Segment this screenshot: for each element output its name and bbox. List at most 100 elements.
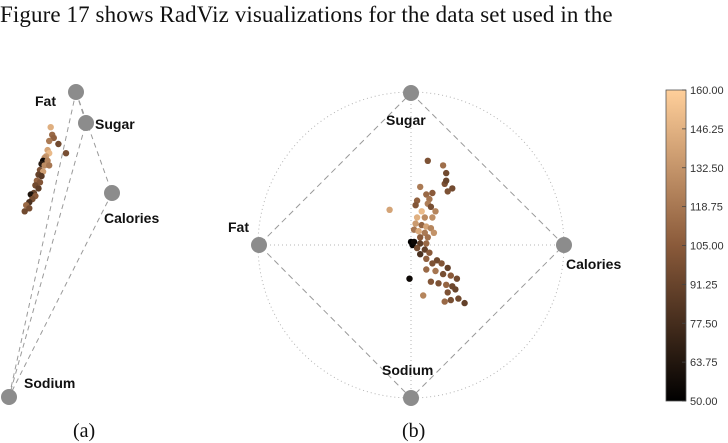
point-b-13 — [432, 208, 439, 215]
colorbar-tick-label-5: 91.25 — [690, 279, 718, 291]
point-b-56 — [441, 298, 448, 305]
point-b-41 — [444, 264, 451, 272]
point-b-44 — [439, 270, 447, 278]
point-b-39 — [429, 260, 436, 267]
point-b-33 — [413, 244, 421, 252]
point-b-37 — [423, 255, 430, 262]
point-b-17 — [429, 214, 436, 221]
panel-b: Sugar Fat Calories Sodium (b) — [228, 85, 621, 442]
colorbar-tick-label-1: 146.25 — [690, 124, 724, 136]
panel-a-diagonal — [8, 91, 77, 398]
point-b-18 — [412, 220, 419, 227]
point-b-59 — [443, 177, 450, 184]
anchor-sugar-b — [403, 85, 419, 101]
anchor-label-fat-a: Fat — [35, 93, 56, 109]
anchor-fat-b — [251, 237, 267, 253]
point-b-52 — [452, 286, 459, 293]
panel-b-points — [386, 157, 468, 307]
point-b-55 — [447, 296, 454, 304]
point-b-42 — [423, 266, 430, 273]
point-b-45 — [447, 272, 454, 279]
point-b-30 — [410, 238, 418, 246]
anchor-label-sugar-a: Sugar — [95, 116, 135, 132]
anchor-label-calories-a: Calories — [104, 210, 159, 226]
anchor-fat-a — [68, 84, 84, 100]
panel-a-points — [21, 124, 70, 215]
point-b-47 — [406, 275, 413, 282]
point-b-0 — [424, 157, 431, 164]
point-b-48 — [427, 278, 435, 285]
panel-a-polygon — [8, 91, 113, 398]
anchor-label-fat-b: Fat — [228, 219, 249, 235]
colorbar-tick-label-3: 118.75 — [690, 202, 723, 214]
point-a-30 — [21, 208, 28, 215]
point-b-27 — [424, 234, 431, 241]
point-a-0 — [47, 124, 54, 131]
point-b-26 — [417, 234, 424, 241]
anchor-label-sodium-a: Sodium — [24, 375, 75, 391]
point-a-14 — [46, 162, 53, 169]
point-b-15 — [421, 214, 428, 221]
caption-text-line: Figure 17 shows RadViz visualizations fo… — [0, 2, 613, 27]
point-a-29 — [26, 205, 33, 212]
point-b-25 — [430, 229, 438, 236]
point-a-13 — [41, 162, 48, 169]
point-b-32 — [423, 240, 430, 247]
anchor-sodium-b — [403, 390, 419, 406]
anchor-sodium-a — [1, 389, 17, 405]
panel-label-b: (b) — [402, 420, 425, 442]
colorbar-ticks: 160.00 146.25 132.50 118.75 105.00 91.25 77.50… — [682, 85, 724, 408]
point-b-23 — [415, 228, 422, 235]
point-b-11 — [412, 202, 419, 209]
anchor-label-sodium-b: Sodium — [382, 362, 433, 378]
point-b-46 — [453, 275, 461, 282]
colorbar-tick-label-2: 132.50 — [690, 163, 724, 175]
point-a-2 — [50, 134, 57, 142]
point-b-2 — [443, 169, 450, 177]
anchor-label-calories-b: Calories — [566, 256, 621, 272]
colorbar-tick-label-6: 77.50 — [690, 318, 718, 330]
point-b-53 — [444, 289, 451, 296]
point-b-24 — [421, 229, 428, 236]
point-b-5 — [429, 189, 436, 197]
colorbar: 160.00 146.25 132.50 118.75 105.00 91.25 77.50… — [665, 85, 724, 408]
point-b-36 — [417, 251, 424, 258]
point-b-6 — [423, 191, 430, 198]
point-b-1 — [439, 162, 447, 169]
point-b-21 — [427, 225, 435, 232]
point-b-38 — [433, 257, 441, 264]
point-a-22 — [35, 185, 42, 192]
colorbar-tick-label-4: 105.00 — [690, 241, 724, 253]
anchor-label-sugar-b: Sugar — [386, 112, 426, 128]
point-b-49 — [435, 280, 442, 287]
panel-label-a: (a) — [73, 420, 95, 442]
point-b-43 — [432, 267, 439, 275]
point-b-50 — [443, 281, 450, 288]
point-b-16 — [413, 214, 421, 221]
anchor-sugar-a — [78, 115, 94, 131]
point-a-4 — [55, 140, 62, 148]
colorbar-tick-label-8: 50.00 — [690, 396, 718, 408]
point-a-18 — [38, 172, 45, 180]
point-b-58 — [461, 299, 468, 307]
point-b-9 — [386, 206, 393, 213]
anchor-calories-a — [104, 185, 120, 201]
panel-a: Fat Sugar Calories Sodium (a) — [1, 84, 159, 442]
point-a-20 — [36, 179, 44, 186]
point-a-3 — [46, 137, 53, 145]
point-b-57 — [455, 295, 462, 302]
colorbar-tick-label-7: 63.75 — [690, 357, 718, 369]
point-b-35 — [426, 249, 433, 256]
point-a-5 — [62, 150, 70, 157]
point-b-12 — [427, 203, 435, 210]
point-b-34 — [421, 246, 428, 253]
colorbar-tick-label-0: 160.00 — [690, 85, 724, 97]
point-b-54 — [420, 292, 427, 299]
point-b-60 — [449, 185, 456, 192]
point-b-31 — [417, 240, 424, 247]
point-b-14 — [418, 208, 425, 215]
point-b-61 — [444, 188, 451, 195]
anchor-calories-b — [556, 237, 572, 253]
point-b-4 — [417, 183, 424, 191]
